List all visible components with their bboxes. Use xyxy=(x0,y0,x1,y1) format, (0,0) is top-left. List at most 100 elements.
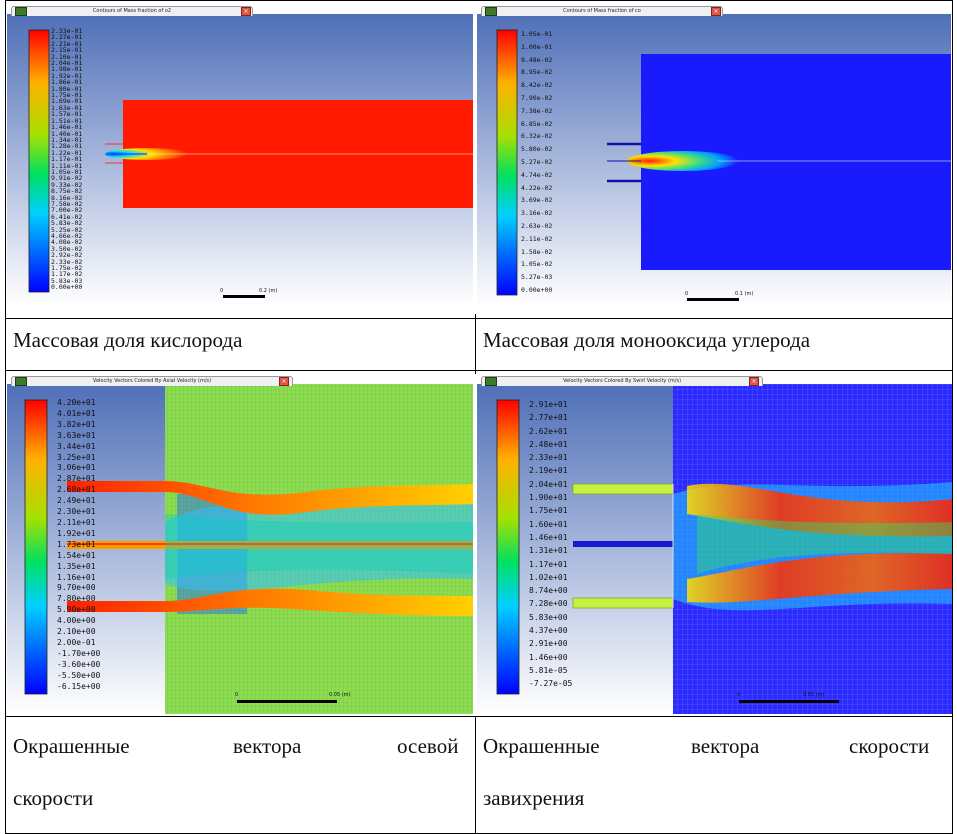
axial-scale-right: 0.05 (m) xyxy=(329,692,351,698)
o2-colorbar xyxy=(28,29,50,293)
colorbar-tick-label: 3.82e+01 xyxy=(57,419,96,429)
swirl-scale-bar xyxy=(739,700,839,703)
o2-scale-left: 0 xyxy=(220,288,224,294)
colorbar-tick-label: 2.30e+01 xyxy=(57,507,96,517)
colorbar-tick-label: 2.33e-02 xyxy=(51,257,83,266)
o2-window-tab[interactable]: Contours of Mass fraction of o2 xyxy=(11,6,253,16)
close-icon[interactable]: × xyxy=(749,377,759,386)
colorbar-tick-label: 9.33e-02 xyxy=(51,180,83,189)
colorbar-tick-label: 5.27e-02 xyxy=(521,157,553,166)
co-scale-bar xyxy=(687,298,739,301)
colorbar-tick-label: 3.44e+01 xyxy=(57,441,96,451)
colorbar-tick-label: 1.75e+01 xyxy=(529,506,568,516)
colorbar-tick-label: -7.27e-05 xyxy=(529,679,573,689)
colorbar-tick-label: 0.00e+00 xyxy=(521,285,553,294)
o2-scale-right: 0.2 (m) xyxy=(259,288,278,294)
colorbar-tick-label: 4.01e+01 xyxy=(57,408,96,418)
colorbar-tick-label: 3.63e+01 xyxy=(57,430,96,440)
colorbar-tick-label: 1.58e-02 xyxy=(521,247,553,256)
co-colorbar-labels: 1.05e-01 1.00e-01 9.48e-02 8.95e-02 8.42e-02… xyxy=(521,28,552,297)
co-contour-image: Contours of Mass fraction of co × 1.05e-… xyxy=(477,4,951,306)
colorbar-tick-label: 1.17e-01 xyxy=(51,155,83,164)
table-divider-bottom xyxy=(475,716,476,834)
axial-window-tab[interactable]: Velocity Vectors Colored By Axial Veloci… xyxy=(11,376,293,386)
colorbar-tick-label: 1.17e-02 xyxy=(51,270,83,279)
axial-scale-left: 0 xyxy=(235,692,239,698)
co-window-tab[interactable]: Contours of Mass fraction of co xyxy=(481,6,723,16)
colorbar-tick-label: 1.02e+01 xyxy=(529,572,568,582)
o2-colorbar-labels: 2.33e-01 2.27e-01 2.21e-01 2.15e-01 2.10e-01… xyxy=(51,28,82,291)
colorbar-tick-label: 1.75e-01 xyxy=(51,91,83,100)
colorbar-tick-label: 5.83e-03 xyxy=(51,276,83,285)
colorbar-tick-label: 5.90e+00 xyxy=(57,605,96,615)
swirl-velocity-image: Velocity Vectors Colored By Swirl Veloci… xyxy=(477,374,953,714)
caption-co: Массовая доля монооксида углерода xyxy=(483,328,811,352)
colorbar-tick-label: 2.00e-01 xyxy=(57,637,96,647)
colorbar-tick-label: 1.60e+01 xyxy=(529,519,568,529)
colorbar-tick-label: 4.74e-02 xyxy=(521,170,553,179)
colorbar-tick-label: 8.75e-02 xyxy=(51,187,83,196)
colorbar-tick-label: 3.16e-02 xyxy=(521,209,553,218)
table-row-line-3 xyxy=(5,716,953,717)
colorbar-tick-label: 1.31e+01 xyxy=(529,546,568,556)
colorbar-tick-label: 7.00e-02 xyxy=(51,206,83,215)
colorbar-tick-label: 3.06e+01 xyxy=(57,463,96,473)
fluent-window-icon xyxy=(15,7,27,16)
colorbar-tick-label: 9.91e-02 xyxy=(51,174,83,183)
caption-oxygen: Массовая доля кислорода xyxy=(13,328,243,352)
caption-axial-word2: вектора xyxy=(233,734,302,758)
colorbar-tick-label: 1.63e-01 xyxy=(51,103,83,112)
colorbar-tick-label: 1.92e+01 xyxy=(57,528,96,538)
o2-window-tabbar: Contours of Mass fraction of o2 × xyxy=(7,4,473,16)
colorbar-tick-label: 2.04e+01 xyxy=(529,479,568,489)
swirl-window-tab[interactable]: Velocity Vectors Colored By Swirl Veloci… xyxy=(481,376,763,386)
close-icon[interactable]: × xyxy=(279,377,289,386)
colorbar-tick-label: 9.48e-02 xyxy=(521,55,553,64)
colorbar-tick-label: 2.68e+01 xyxy=(57,485,96,495)
colorbar-tick-label: 1.05e-01 xyxy=(521,30,553,38)
colorbar-tick-label: 2.63e-02 xyxy=(521,221,553,230)
colorbar-tick-label: 5.80e-02 xyxy=(521,145,553,154)
colorbar-tick-label: 1.80e-01 xyxy=(51,84,83,93)
colorbar-tick-label: 5.83e-02 xyxy=(51,219,83,228)
axial-velocity-plot xyxy=(7,384,473,714)
co-colorbar xyxy=(496,29,518,296)
colorbar-tick-label: 7.90e-02 xyxy=(521,93,553,102)
colorbar-tick-label: 6.32e-02 xyxy=(521,132,553,141)
swirl-scale-left: 0 xyxy=(737,692,741,698)
colorbar-tick-label: 0.00e+00 xyxy=(51,283,83,292)
co-scale-right: 0.1 (m) xyxy=(735,291,754,297)
colorbar-tick-label: 1.34e-01 xyxy=(51,135,83,144)
colorbar-tick-label: 2.19e+01 xyxy=(529,466,568,476)
o2-contour-plot xyxy=(7,14,473,306)
o2-contour-image: Contours of Mass fraction of o2 × 2.33e-… xyxy=(7,4,473,306)
colorbar-tick-label: 5.27e-03 xyxy=(521,273,553,282)
colorbar-tick-label: 8.95e-02 xyxy=(521,68,553,77)
colorbar-tick-label: 1.46e-01 xyxy=(51,123,83,132)
swirl-window-tabbar: Velocity Vectors Colored By Swirl Veloci… xyxy=(477,374,953,386)
swirl-colorbar-labels: 2.91e+01 2.77e+01 2.62e+01 2.48e+01 2.33e+01… xyxy=(529,398,572,691)
caption-axial-line2: скорости xyxy=(13,786,94,810)
swirl-velocity-plot xyxy=(477,384,953,714)
close-icon[interactable]: × xyxy=(241,7,251,16)
o2-scale-bar xyxy=(223,295,265,298)
colorbar-tick-label: -6.15e+00 xyxy=(57,681,101,691)
colorbar-tick-label: 9.70e+00 xyxy=(57,583,96,593)
colorbar-tick-label: 1.46e+00 xyxy=(529,652,568,662)
colorbar-tick-label: 2.11e+01 xyxy=(57,517,96,527)
colorbar-tick-label: 2.49e+01 xyxy=(57,496,96,506)
colorbar-tick-label: 2.87e+01 xyxy=(57,474,96,484)
fluent-window-icon xyxy=(15,377,27,386)
colorbar-tick-label: 1.16e+01 xyxy=(57,572,96,582)
colorbar-tick-label: 5.81e-05 xyxy=(529,665,568,675)
colorbar-tick-label: 1.35e+01 xyxy=(57,561,96,571)
colorbar-tick-label: 1.51e-01 xyxy=(51,116,83,125)
colorbar-tick-label: 6.41e-02 xyxy=(51,212,83,221)
swirl-scale-right: 0.05 (m) xyxy=(803,692,825,698)
colorbar-tick-label: 2.15e-01 xyxy=(51,46,83,55)
close-icon[interactable]: × xyxy=(711,7,721,16)
co-window-tabbar: Contours of Mass fraction of co × xyxy=(477,4,951,16)
colorbar-tick-label: 2.33e-01 xyxy=(51,27,83,35)
colorbar-tick-label: 1.69e-01 xyxy=(51,97,83,106)
axial-velocity-image: Velocity Vectors Colored By Axial Veloci… xyxy=(7,374,473,714)
